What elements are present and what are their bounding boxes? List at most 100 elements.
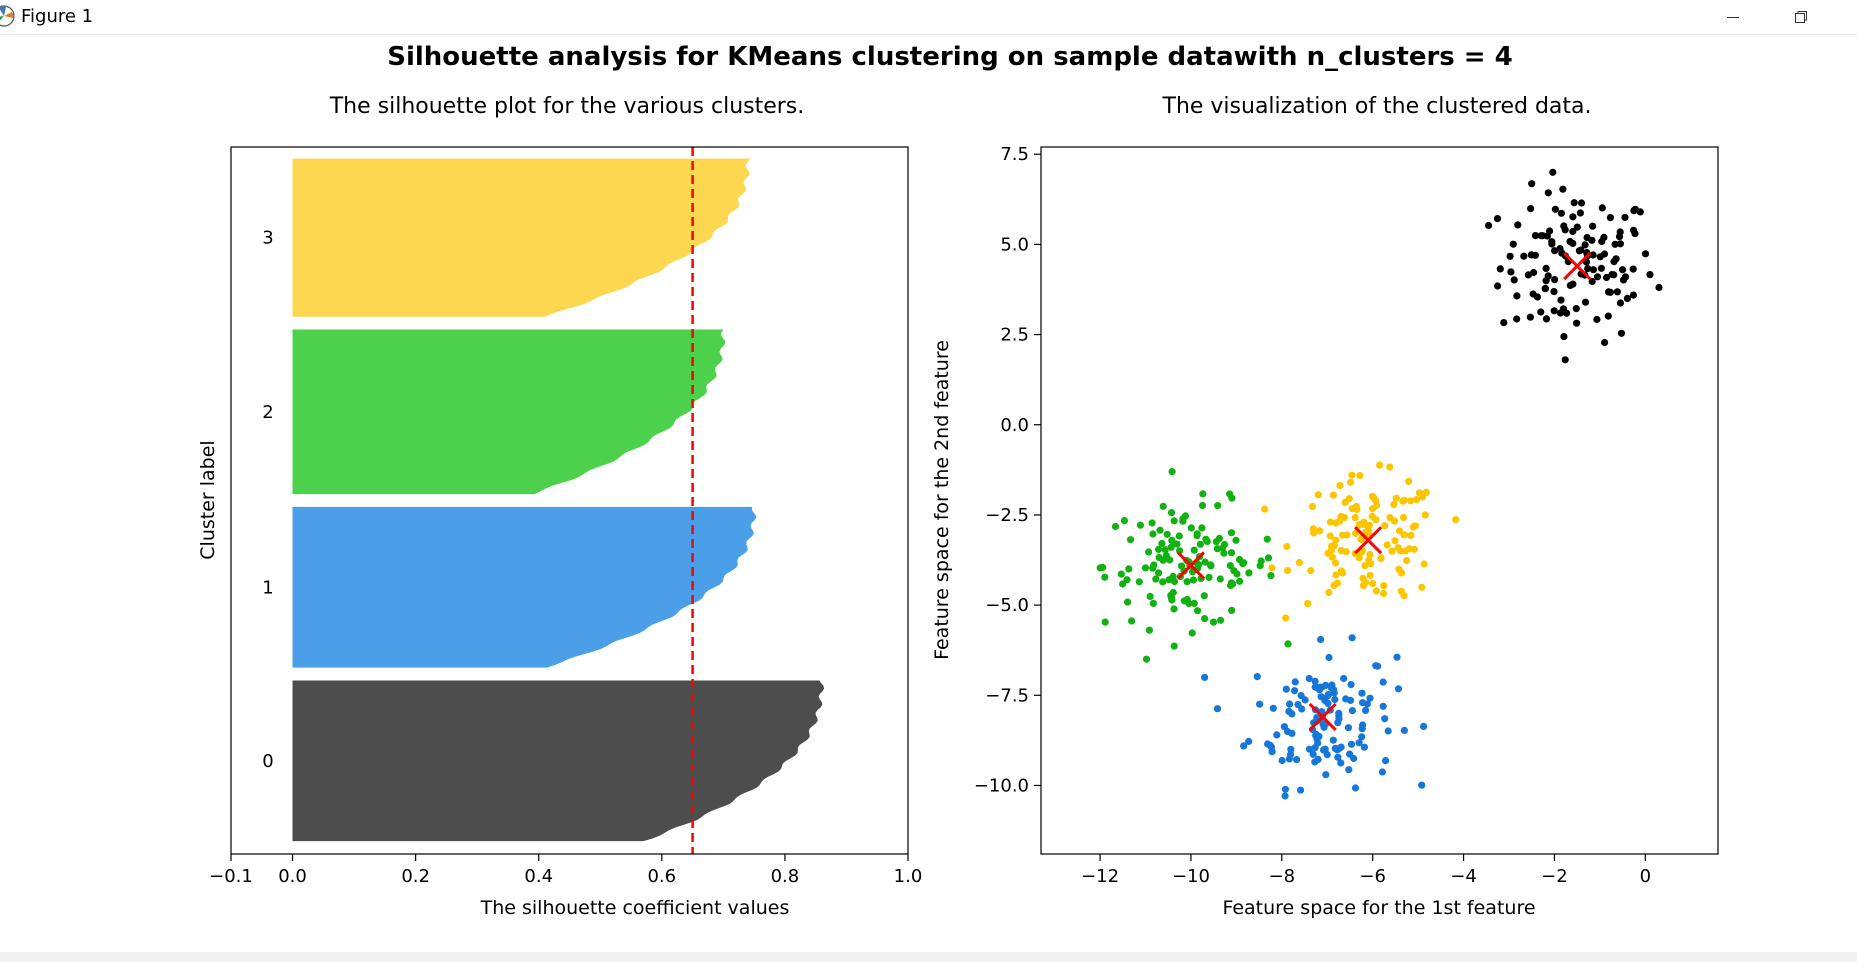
scatter-point-cluster-1 <box>1400 726 1408 735</box>
scatter-point-cluster-3 <box>1351 514 1359 522</box>
scatter-point-cluster-2 <box>1120 517 1128 525</box>
scatter-point-cluster-3 <box>1386 463 1394 471</box>
scatter-point-cluster-0 <box>1593 273 1602 281</box>
scatter-point-cluster-3 <box>1359 582 1367 590</box>
scatter-point-cluster-2 <box>1198 524 1206 532</box>
scatter-point-cluster-2 <box>1096 564 1104 572</box>
scatter-point-cluster-3 <box>1369 505 1377 513</box>
scatter-point-cluster-2 <box>1167 509 1176 517</box>
scatter-point-cluster-2 <box>1201 615 1209 623</box>
scatter-point-cluster-2 <box>1148 519 1156 527</box>
scatter-point-cluster-0 <box>1597 264 1605 272</box>
scatter-point-cluster-0 <box>1556 245 1564 253</box>
scatter-point-cluster-3 <box>1380 589 1388 598</box>
scatter-point-cluster-0 <box>1581 298 1590 306</box>
scatter-point-cluster-2 <box>1233 570 1241 578</box>
scatter-point-cluster-2 <box>1183 595 1191 604</box>
scatter-point-cluster-2 <box>1189 576 1197 584</box>
scatter-point-cluster-2 <box>1161 546 1169 554</box>
scatter-point-cluster-0 <box>1543 232 1551 240</box>
scatter-point-cluster-3 <box>1356 471 1364 480</box>
scatter-point-cluster-0 <box>1531 232 1540 240</box>
scatter-point-cluster-0 <box>1573 223 1581 231</box>
scatter-point-cluster-0 <box>1544 189 1552 197</box>
scatter-point-cluster-0 <box>1527 205 1535 213</box>
scatter-point-cluster-1 <box>1379 702 1387 710</box>
scatter-point-cluster-0 <box>1583 234 1591 242</box>
scatter-point-cluster-1 <box>1384 727 1392 735</box>
scatter-point-cluster-3 <box>1326 532 1334 540</box>
scatter-point-cluster-3 <box>1391 537 1399 545</box>
scatter-point-cluster-1 <box>1281 792 1289 800</box>
scatter-point-cluster-1 <box>1268 748 1276 756</box>
scatter-point-cluster-0 <box>1569 280 1577 288</box>
scatter-point-cluster-1 <box>1253 673 1261 681</box>
scatter-point-cluster-1 <box>1286 700 1294 708</box>
scatter-point-cluster-2 <box>1149 564 1157 572</box>
scatter-point-cluster-0 <box>1494 282 1502 290</box>
scatter-point-cluster-0 <box>1496 265 1504 273</box>
scatter-point-cluster-0 <box>1605 288 1613 296</box>
scatter-point-cluster-1 <box>1288 710 1296 718</box>
restore-button[interactable] <box>1778 0 1824 34</box>
scatter-point-cluster-1 <box>1201 673 1209 682</box>
scatter-point-cluster-2 <box>1226 562 1234 570</box>
scatter-point-cluster-1 <box>1311 683 1319 691</box>
scatter-plot: The visualization of the clustered data.… <box>931 94 1719 919</box>
scatter-point-cluster-1 <box>1348 634 1356 642</box>
scatter-point-cluster-2 <box>1135 578 1143 586</box>
scatter-point-cluster-0 <box>1602 273 1611 282</box>
scatter-point-cluster-3 <box>1420 560 1428 568</box>
scatter-point-cluster-1 <box>1319 746 1328 754</box>
scatter-point-cluster-3 <box>1376 461 1384 469</box>
scatter-point-cluster-1 <box>1311 758 1319 766</box>
scatter-point-cluster-3 <box>1361 562 1369 570</box>
scatter-point-cluster-2 <box>1245 569 1253 577</box>
scatter-point-cluster-1 <box>1331 744 1339 753</box>
scatter-ytick-label: 7.5 <box>1000 144 1029 165</box>
scatter-point-cluster-3 <box>1332 519 1340 527</box>
scatter-point-cluster-3 <box>1403 556 1411 565</box>
scatter-point-cluster-0 <box>1641 250 1650 258</box>
scatter-ytick-label: 0.0 <box>1000 415 1029 436</box>
scatter-point-cluster-0 <box>1616 240 1624 248</box>
scatter-point-cluster-3 <box>1452 516 1460 524</box>
scatter-point-cluster-1 <box>1278 756 1286 765</box>
scatter-point-cluster-0 <box>1513 292 1521 300</box>
scatter-point-cluster-3 <box>1372 587 1380 595</box>
scatter-point-cluster-2 <box>1228 606 1236 615</box>
scatter-point-cluster-2 <box>1205 573 1213 582</box>
scatter-point-cluster-3 <box>1337 512 1345 520</box>
scatter-point-cluster-1 <box>1269 704 1277 712</box>
window-bottom-border <box>0 952 1857 962</box>
scatter-point-cluster-1 <box>1363 700 1371 708</box>
scatter-point-cluster-2 <box>1173 540 1181 548</box>
scatter-point-cluster-0 <box>1623 294 1631 302</box>
silhouette-xtick-label: 0.4 <box>524 866 553 887</box>
scatter-point-cluster-0 <box>1630 226 1638 234</box>
scatter-point-cluster-3 <box>1295 558 1303 567</box>
scatter-point-cluster-2 <box>1257 557 1265 565</box>
minimize-button[interactable] <box>1710 0 1756 34</box>
scatter-point-cluster-1 <box>1322 771 1330 779</box>
scatter-point-cluster-2 <box>1145 548 1153 556</box>
cluster-center-2 <box>1176 551 1206 580</box>
scatter-point-cluster-1 <box>1372 662 1380 670</box>
scatter-point-cluster-2 <box>1101 573 1109 581</box>
scatter-point-cluster-0 <box>1646 271 1654 279</box>
scatter-point-cluster-3 <box>1407 531 1415 539</box>
scatter-point-cluster-3 <box>1392 494 1400 502</box>
scatter-point-cluster-0 <box>1537 232 1545 240</box>
scatter-point-cluster-0 <box>1520 252 1528 260</box>
scatter-point-cluster-2 <box>1141 564 1150 572</box>
scatter-point-cluster-3 <box>1369 580 1377 588</box>
scatter-point-cluster-1 <box>1358 689 1366 697</box>
scatter-point-cluster-1 <box>1297 786 1305 794</box>
scatter-point-cluster-1 <box>1213 705 1222 713</box>
scatter-point-cluster-1 <box>1366 694 1374 702</box>
scatter-point-cluster-1 <box>1309 750 1317 758</box>
scatter-point-cluster-2 <box>1111 522 1120 531</box>
scatter-point-cluster-1 <box>1287 745 1295 753</box>
scatter-point-cluster-2 <box>1200 592 1208 600</box>
scatter-point-cluster-0 <box>1619 266 1627 274</box>
